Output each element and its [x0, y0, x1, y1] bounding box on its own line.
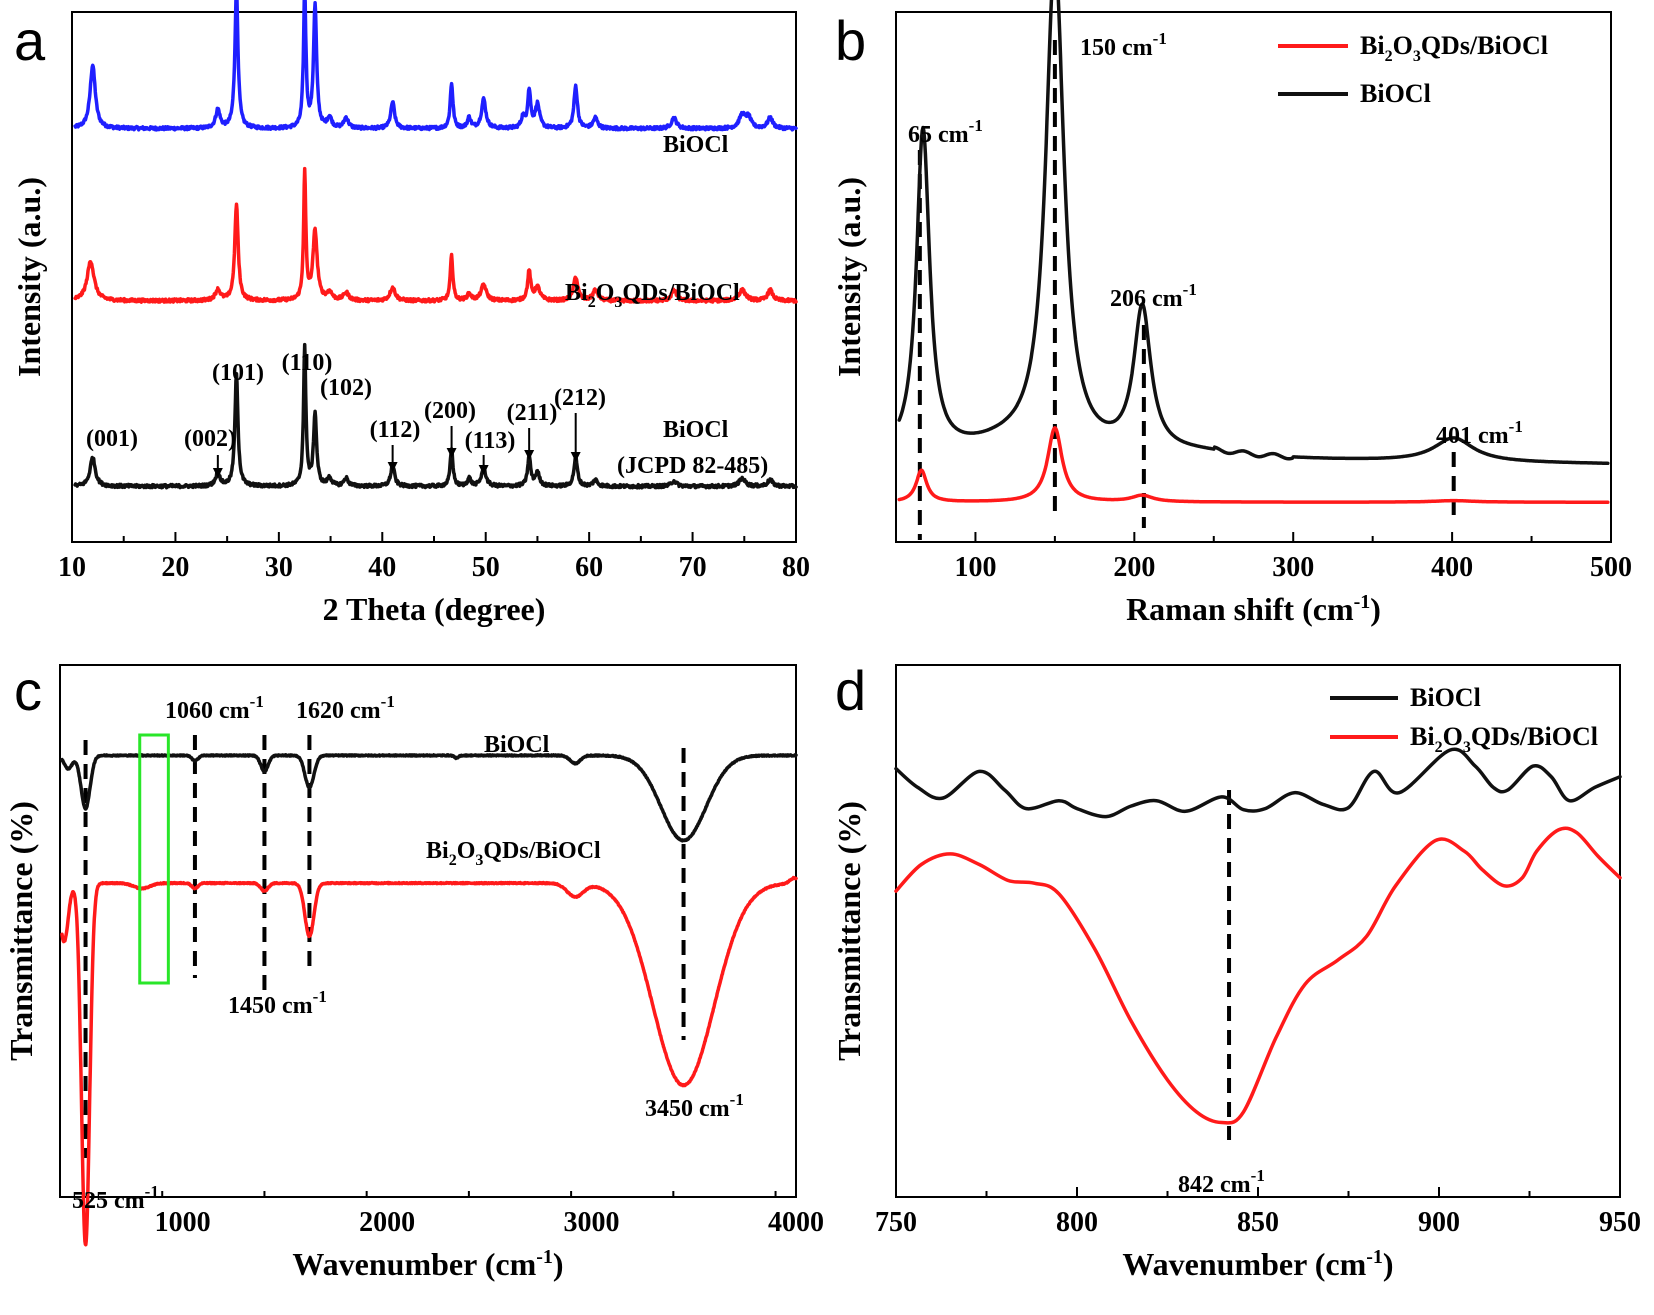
- x-tick-label-a: 80: [782, 552, 810, 583]
- peak-label-c-525: 525 cm-1: [72, 1182, 159, 1214]
- series-label-a-1: Bi2O3QDs/BiOCl: [565, 280, 740, 311]
- x-tick-label-c: 1000: [155, 1207, 211, 1238]
- y-axis-title-a: Intensity (a.u.): [11, 177, 47, 377]
- legend-label-b-1: BiOCl: [1360, 79, 1431, 108]
- legend-label-d-0: BiOCl: [1410, 683, 1481, 712]
- series-label-a-2: BiOCl: [663, 417, 729, 443]
- peak-label-c-1620: 1620 cm-1: [296, 692, 395, 724]
- peak-label-b-65: 65 cm-1: [908, 116, 983, 148]
- panel-label-b: b: [835, 9, 866, 72]
- peak-label-a: (102): [320, 375, 372, 401]
- x-tick-label-c: 3000: [564, 1207, 620, 1238]
- x-tick-label-a: 10: [58, 552, 86, 583]
- panel-label-d: d: [835, 659, 866, 722]
- peak-label-a: (200): [424, 398, 476, 424]
- peak-label-a: (113): [465, 428, 516, 454]
- legend-label-d-1: Bi2O3QDs/BiOCl: [1410, 722, 1598, 756]
- peak-arrowhead-a: [478, 465, 489, 475]
- series-d-1: [894, 826, 1622, 1125]
- panel-c: 1000 2000 3000 4000 525 cm-1 1060 cm-1 1450 cm…: [3, 659, 824, 1282]
- legend-d: BiOCl Bi2O3QDs/BiOCl: [1330, 683, 1598, 756]
- peak-label-a: (001): [86, 426, 138, 452]
- peak-arrowhead-a: [446, 448, 457, 458]
- series-d-0: [894, 747, 1622, 819]
- plot-frame-b: [895, 11, 1612, 543]
- x-tick-label-b: 100: [954, 552, 996, 583]
- y-axis-title-d: Transmittance (%): [831, 801, 867, 1061]
- x-tick-label-b: 400: [1431, 552, 1473, 583]
- x-tick-label-d: 850: [1237, 1207, 1279, 1238]
- x-tick-label-b: 500: [1590, 552, 1632, 583]
- peak-label-c-3450: 3450 cm-1: [645, 1090, 744, 1122]
- peak-label-b-206: 206 cm-1: [1110, 280, 1197, 312]
- series-c-0: [60, 753, 798, 843]
- series-a-2: [73, 342, 798, 490]
- series-c-1: [60, 875, 798, 1247]
- x-tick-label-a: 30: [265, 552, 293, 583]
- legend-label-b-0: Bi2O3QDs/BiOCl: [1360, 31, 1548, 65]
- peak-arrowhead-a: [570, 452, 581, 462]
- peak-label-c-1450: 1450 cm-1: [228, 987, 327, 1019]
- plot-frame-c: [59, 664, 797, 1198]
- series-a-1: [73, 166, 798, 304]
- peak-label-a: (211): [507, 400, 558, 426]
- panel-a: 10 20 30 40 50 60 70 80 BiOCl Bi2O3QDs/BiOCl BiOCl…: [11, 0, 810, 627]
- peak-label-a: (112): [370, 417, 421, 443]
- x-tick-label-d: 800: [1056, 1207, 1098, 1238]
- legend-b: Bi2O3QDs/BiOCl BiOCl: [1278, 31, 1548, 108]
- x-tick-label-a: 40: [368, 552, 396, 583]
- peak-arrowhead-a: [387, 462, 398, 472]
- panel-label-a: a: [14, 9, 46, 72]
- y-axis-title-c: Transmittance (%): [3, 801, 39, 1061]
- peak-label-a: (212): [554, 385, 606, 411]
- series-a-0: [73, 0, 798, 132]
- peak-arrowhead-a: [212, 468, 223, 478]
- x-tick-label-a: 20: [161, 552, 189, 583]
- panel-b: 100 200 300 400 500 65 cm-1 150 cm-1 206 cm-1 40…: [831, 0, 1632, 627]
- series-label-c-1: Bi2O3QDs/BiOCl: [426, 838, 601, 869]
- x-tick-label-b: 300: [1272, 552, 1314, 583]
- x-axis-title-c: Wavenumber (cm-1): [292, 1246, 563, 1282]
- peak-label-b-150: 150 cm-1: [1080, 29, 1167, 61]
- x-axis-title-d: Wavenumber (cm-1): [1122, 1246, 1393, 1282]
- series-label-c-0: BiOCl: [484, 732, 550, 758]
- series-b-1: [897, 0, 1610, 466]
- x-tick-label-d: 900: [1418, 1207, 1460, 1238]
- x-tick-label-d: 950: [1599, 1207, 1641, 1238]
- series-label-a-0: BiOCl: [663, 132, 729, 158]
- highlight-box-c: [138, 733, 170, 985]
- panel-d: 750 800 850 900 950 842 cm-1 BiOCl Bi2O3QDs/BiO…: [831, 659, 1641, 1282]
- peak-label-a: (110): [282, 350, 333, 376]
- x-axis-title-a: 2 Theta (degree): [323, 591, 546, 627]
- x-tick-label-c: 4000: [768, 1207, 824, 1238]
- x-axis-title-b: Raman shift (cm-1): [1126, 591, 1381, 627]
- peak-label-c-1060: 1060 cm-1: [165, 692, 264, 724]
- peak-label-a: (101): [212, 360, 264, 386]
- y-axis-title-b: Intensity (a.u.): [831, 177, 867, 377]
- x-tick-label-a: 50: [472, 552, 500, 583]
- x-tick-label-d: 750: [875, 1207, 917, 1238]
- x-tick-label-a: 70: [679, 552, 707, 583]
- x-tick-label-c: 2000: [359, 1207, 415, 1238]
- x-tick-label-a: 60: [575, 552, 603, 583]
- peak-arrowhead-a: [524, 450, 535, 460]
- peak-label-a: (002): [184, 426, 236, 452]
- series-label-a-3: (JCPD 82-485): [617, 453, 768, 479]
- peak-label-b-401: 401 cm-1: [1436, 417, 1523, 449]
- panel-label-c: c: [14, 659, 42, 722]
- x-tick-label-b: 200: [1113, 552, 1155, 583]
- series-b-0: [897, 426, 1610, 504]
- peak-label-d-842: 842 cm-1: [1178, 1166, 1265, 1198]
